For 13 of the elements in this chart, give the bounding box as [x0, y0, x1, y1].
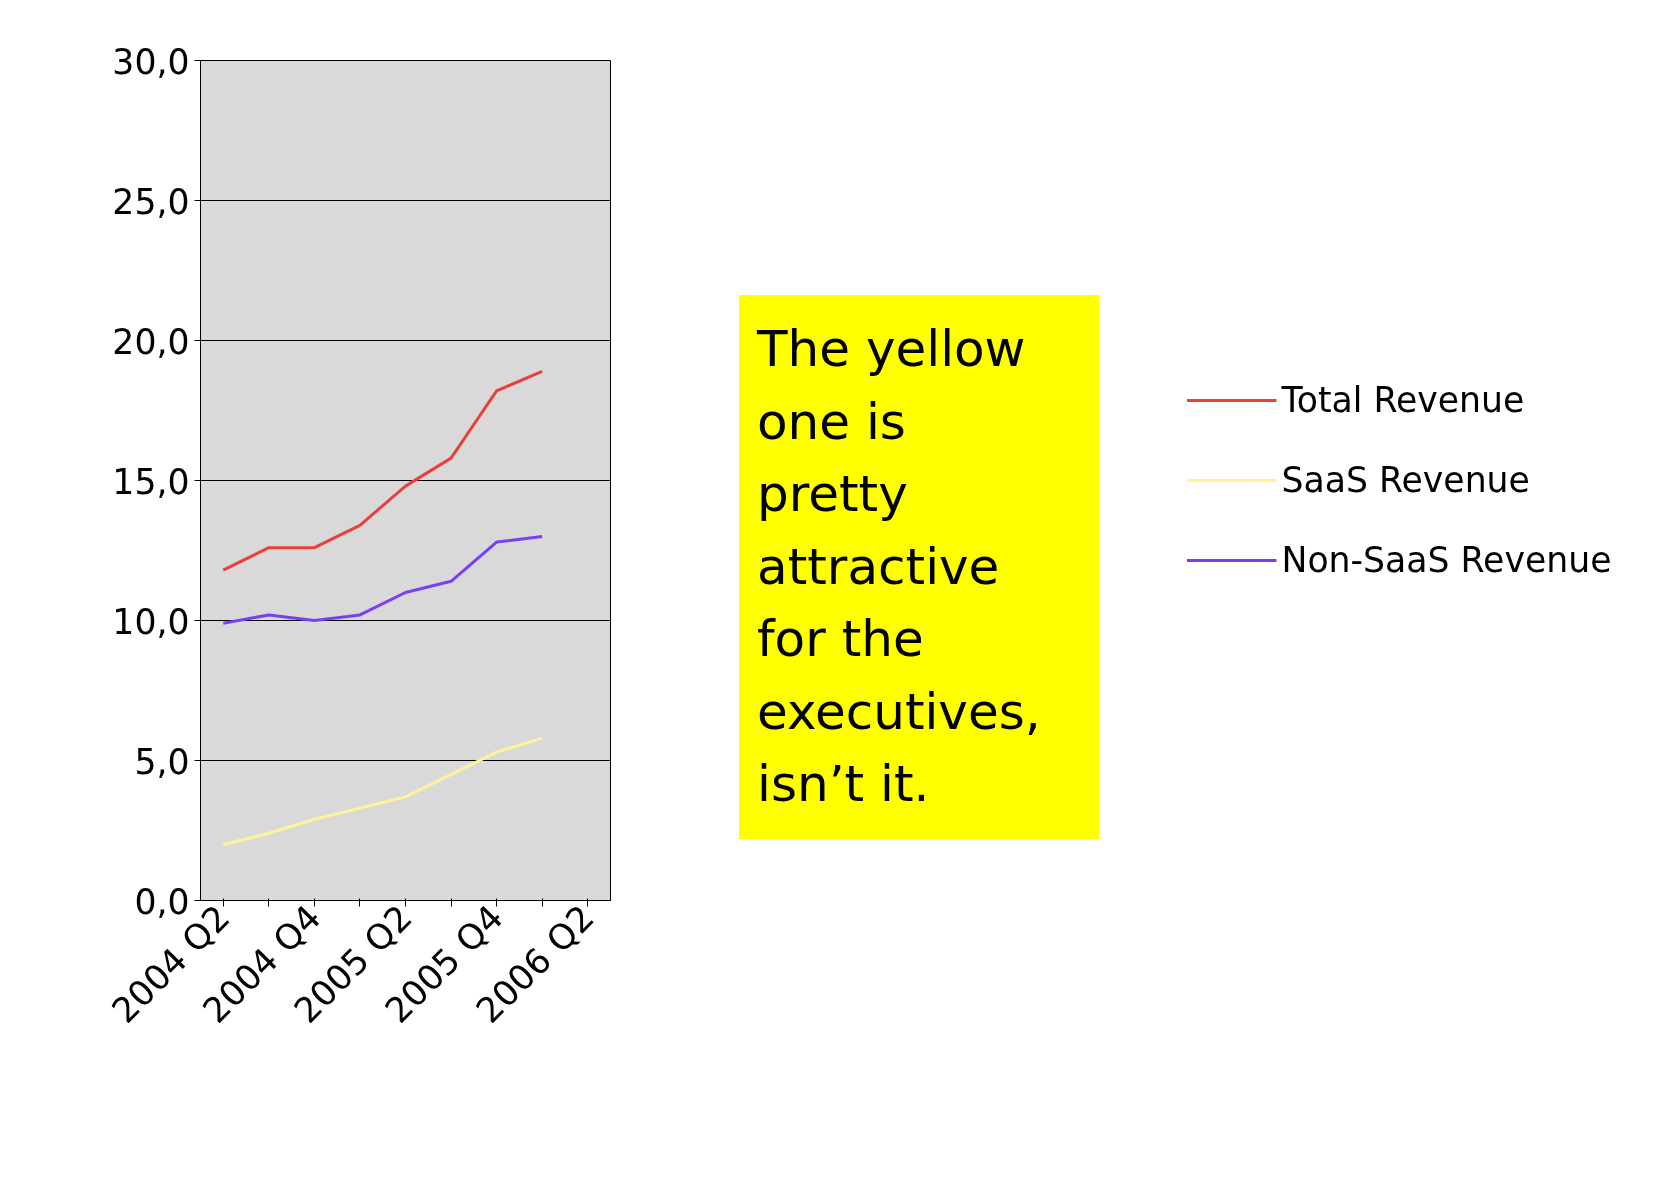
y-tick-label: 10,0 [112, 601, 190, 642]
y-tick-label: 15,0 [112, 461, 190, 502]
y-tick-label: 20,0 [112, 321, 190, 362]
text: The yellow one is pretty attractive for the executives, isn’t it. [739, 295, 1099, 839]
line-series [221, 369, 544, 572]
y-tick-label: 5,0 [134, 741, 190, 782]
legend-label: SaaS Revenue [1281, 460, 1530, 500]
legend-label: Total Revenue [1281, 380, 1525, 420]
line-series [221, 535, 544, 625]
line-series [221, 736, 544, 846]
y-tick-label: 30,0 [112, 41, 190, 82]
legend-label: Non-SaaS Revenue [1281, 540, 1612, 580]
y-tick-label: 25,0 [112, 181, 190, 222]
